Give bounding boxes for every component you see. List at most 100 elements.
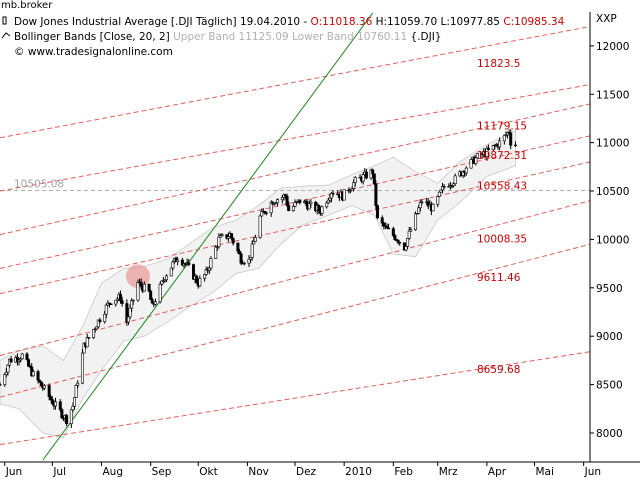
price-candle <box>252 241 256 245</box>
price-candle <box>226 236 230 239</box>
price-candle <box>0 384 2 386</box>
header-date: 19.04.2010 - <box>240 16 311 28</box>
x-tick-label: Nov <box>248 466 269 478</box>
price-candle <box>109 303 113 305</box>
price-candle <box>107 302 111 305</box>
price-candle <box>260 210 264 217</box>
price-candle <box>442 186 446 188</box>
price-candle <box>406 238 410 247</box>
price-candle <box>293 202 297 207</box>
price-candle <box>120 300 124 304</box>
channel-line-3 <box>0 103 591 236</box>
price-candle <box>69 409 73 425</box>
price-candle <box>58 401 62 410</box>
price-candle <box>125 303 129 323</box>
price-candle <box>9 358 13 363</box>
price-candle <box>258 215 262 238</box>
header-high: H:11059.70 <box>376 16 441 28</box>
price-candle <box>169 267 173 277</box>
price-candle <box>404 246 408 251</box>
x-tick-label: Jun <box>584 466 601 478</box>
price-candle <box>382 222 386 227</box>
bollinger-symbol: {.DJI} <box>411 31 442 43</box>
price-candle <box>128 307 132 318</box>
price-candle <box>195 275 199 283</box>
price-candle <box>250 243 254 258</box>
price-candle <box>80 352 84 384</box>
price-candle <box>47 385 51 398</box>
price-candle <box>92 329 96 338</box>
price-candle <box>385 225 389 229</box>
price-candle <box>187 262 191 265</box>
price-candle <box>239 253 243 264</box>
price-candle <box>149 290 153 300</box>
price-candle <box>136 282 140 301</box>
x-tick-label: 2010 <box>345 466 372 478</box>
bollinger-label: Bollinger Bands [Close, 20, 2] <box>14 31 173 43</box>
x-tick-label: Jun <box>5 466 22 478</box>
price-candle <box>380 217 384 224</box>
price-candle <box>375 205 379 219</box>
price-candle <box>31 371 35 377</box>
price-candle <box>361 174 365 182</box>
price-candle <box>153 301 157 305</box>
price-candle <box>325 202 329 208</box>
price-candle <box>220 234 224 236</box>
price-candle <box>409 229 413 232</box>
channel-line-5 <box>0 161 591 295</box>
instrument-label: Dow Jones Industrial Average [.DJI Tägli… <box>14 16 240 28</box>
x-tick-label: Jul <box>52 466 66 478</box>
price-candle <box>391 228 395 236</box>
price-candle <box>328 197 332 201</box>
price-candle <box>176 259 180 262</box>
price-candle <box>27 359 31 367</box>
price-candle <box>276 199 280 204</box>
price-candle <box>130 300 134 309</box>
price-candle <box>291 205 295 212</box>
price-candle <box>431 203 435 212</box>
y-tick-label: 8500 <box>596 380 623 392</box>
price-candle <box>414 213 418 231</box>
price-candle <box>417 207 421 214</box>
price-candle <box>3 374 7 385</box>
price-candle <box>25 353 29 360</box>
price-candle <box>93 328 97 330</box>
price-candle <box>171 261 175 269</box>
header-close: C:10985.34 <box>503 16 564 28</box>
channel-label: 11179.15 <box>477 120 527 132</box>
price-candle <box>74 384 78 398</box>
price-candle <box>85 337 89 348</box>
price-candle <box>453 175 457 184</box>
price-candle <box>418 202 422 209</box>
price-candle <box>264 212 268 214</box>
price-candle <box>486 148 490 150</box>
reference-line-label: 10505.08 <box>14 179 64 191</box>
price-candle <box>326 199 330 204</box>
header-low: L:10977.85 <box>440 16 503 28</box>
price-candle <box>139 281 143 287</box>
price-candle <box>509 132 513 146</box>
price-candle <box>150 299 154 304</box>
chart-header-line3: © www.tradesignalonline.com <box>14 46 173 58</box>
price-candle <box>98 319 102 322</box>
channel-line-7 <box>0 243 591 398</box>
price-candle <box>230 233 234 239</box>
channel-label: 10558.43 <box>477 180 527 192</box>
price-candle <box>396 239 400 243</box>
price-candle <box>39 381 43 387</box>
price-candle <box>76 382 80 386</box>
channel-label: 10872.31 <box>477 150 527 162</box>
price-candle <box>352 182 356 189</box>
channel-line-8 <box>0 351 591 446</box>
price-candle <box>364 171 368 179</box>
candle-icon <box>2 16 7 25</box>
channel-line-4 <box>0 135 591 269</box>
price-candle <box>4 371 8 376</box>
price-candle <box>36 371 40 381</box>
price-candle <box>439 189 443 193</box>
price-candle <box>126 316 130 323</box>
price-candle <box>485 148 489 157</box>
y-tick-label: 9000 <box>596 331 623 343</box>
price-candle <box>49 396 53 400</box>
